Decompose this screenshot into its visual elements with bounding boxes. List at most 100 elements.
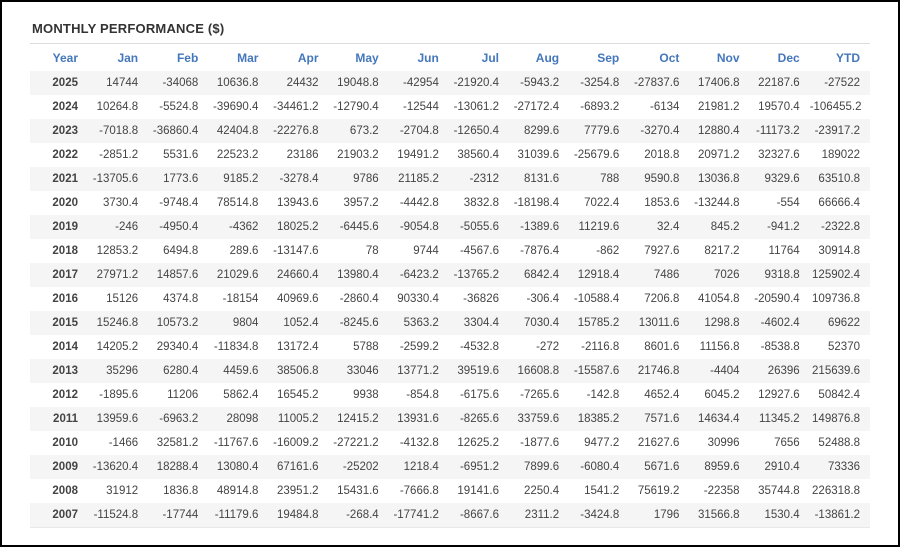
value-cell-jun: -9054.8 [399,221,439,233]
value-cell-oct: -3270.4 [640,125,680,137]
value-cell-jan: -13705.6 [92,173,139,185]
value-cell-oct: 2018.8 [644,149,680,161]
value-cell-jul: -4567.6 [459,245,499,257]
table-row-2016: 2016 15126 4374.8 -18154 40969.6 -2860.4 90330… [30,287,870,311]
value-cell-oct: 21746.8 [637,365,680,377]
value-cell-may: -27221.2 [333,437,379,449]
column-header-oct[interactable]: Oct [659,51,680,65]
table-row-2011: 2011 13959.6 -6963.2 28098 11005.2 12415.2 139… [30,407,870,431]
value-cell-may: 3957.2 [343,197,379,209]
column-header-apr[interactable]: Apr [297,51,319,65]
value-cell-feb: 1836.8 [163,485,199,497]
value-cell-nov: 7026 [713,269,740,281]
year-cell: 2024 [52,101,78,113]
value-cell-apr: 19484.8 [276,508,319,521]
value-cell-feb: 32581.2 [156,437,199,449]
table-row-2023: 2023 -7018.8 -36860.4 42404.8 -22276.8 673.2 -… [30,119,870,143]
year-cell: 2013 [52,365,78,377]
table-row-2018: 2018 12853.2 6494.8 289.6 -13147.6 78 9744 -456… [30,239,870,263]
value-cell-ytd: -2322.8 [820,221,860,233]
table-row-2020: 2020 3730.4 -9748.4 78514.8 13943.6 3957.2 -44… [30,191,870,215]
value-cell-oct: 9590.8 [644,173,680,185]
value-cell-aug: 7899.6 [523,461,560,473]
value-cell-jan: 15126 [106,293,139,305]
value-cell-jun: 21185.2 [398,173,439,185]
column-header-jul[interactable]: Jul [481,51,499,65]
value-cell-aug: -7265.6 [520,389,560,401]
value-cell-dec: 26396 [767,365,800,377]
value-cell-jun: 90330.4 [397,293,439,305]
column-header-jun[interactable]: Jun [417,51,439,65]
value-cell-aug: 7030.4 [523,317,560,329]
value-cell-apr: 11005.2 [277,413,319,425]
value-cell-apr: 23186 [286,149,319,161]
table-header-row: Year Jan Feb Mar Apr May Jun Jul Aug Sep Oct Nov Dec… [30,45,870,71]
value-cell-dec: 1530.4 [764,508,800,521]
value-cell-oct: 7927.6 [644,245,680,257]
value-cell-ytd: 66666.4 [818,197,860,209]
value-cell-jul: -12650.4 [453,125,499,137]
value-cell-mar: 42404.8 [216,125,259,137]
value-cell-nov: -13244.8 [694,197,740,209]
value-cell-oct: 1853.6 [644,197,680,209]
value-cell-feb: 4374.8 [163,293,199,305]
column-header-mar[interactable]: Mar [237,51,259,65]
column-header-ytd[interactable]: YTD [836,51,860,65]
column-header-year[interactable]: Year [52,51,78,65]
value-cell-jun: -7666.8 [399,485,439,497]
value-cell-nov: 20971.2 [697,149,740,161]
value-cell-mar: -11179.6 [214,508,259,521]
value-cell-feb: 29340.4 [156,341,199,353]
column-header-feb[interactable]: Feb [176,51,199,65]
column-header-dec[interactable]: Dec [777,51,800,65]
value-cell-sep: -6080.4 [580,461,620,473]
value-cell-nov: 1298.8 [704,317,740,329]
value-cell-oct: 5671.6 [644,461,680,473]
column-header-aug[interactable]: Aug [535,51,560,65]
table-row-2024: 2024 10264.8 -5524.8 -39690.4 -34461.2 -12790… [30,95,870,119]
value-cell-aug: -1389.6 [520,221,560,233]
value-cell-apr: 24660.4 [276,269,319,281]
year-cell: 2011 [53,413,78,425]
value-cell-jul: 39519.6 [457,365,499,377]
value-cell-jul: -8667.6 [459,508,499,521]
value-cell-nov: 845.2 [710,221,740,233]
value-cell-aug: 2250.4 [523,485,560,497]
table-row-2022: 2022 -2851.2 5531.6 22523.2 23186 21903.2 1949… [30,143,870,167]
value-cell-ytd: -106455.2 [809,101,862,113]
value-cell-oct: 4652.4 [644,389,680,401]
value-cell-sep: -25679.6 [573,149,620,161]
value-cell-may: -6445.6 [339,221,379,233]
value-cell-jul: 12625.2 [457,437,499,449]
column-header-jan[interactable]: Jan [117,51,139,65]
column-header-may[interactable]: May [355,51,379,65]
value-cell-ytd: 30914.8 [818,245,860,257]
value-cell-jan: -2851.2 [99,149,139,161]
year-cell: 2020 [52,197,78,209]
value-cell-sep: -142.8 [586,389,620,401]
year-cell: 2017 [52,269,78,281]
value-cell-jan: -1466 [108,437,139,449]
title-divider [30,43,870,44]
value-cell-nov: 13036.8 [697,173,740,185]
year-cell: 2016 [52,293,78,305]
column-header-sep[interactable]: Sep [597,51,620,65]
value-cell-feb: 14857.6 [156,269,199,281]
value-cell-oct: 75619.2 [637,485,680,497]
value-cell-dec: -4602.4 [760,317,800,329]
value-cell-ytd: 149876.8 [812,413,860,425]
value-cell-sep: 788 [600,173,620,185]
value-cell-nov: 8217.2 [704,245,740,257]
column-header-nov[interactable]: Nov [716,51,740,65]
value-cell-jun: 1218.4 [403,461,439,473]
value-cell-oct: 32.4 [657,221,680,233]
value-cell-oct: 13011.6 [638,317,680,329]
year-cell: 2023 [52,125,78,137]
value-cell-ytd: 109736.8 [812,293,860,305]
value-cell-mar: -4362 [229,221,259,233]
value-cell-feb: -9748.4 [159,197,199,209]
value-cell-mar: 13080.4 [216,461,259,473]
value-cell-dec: 32327.6 [758,149,800,161]
value-cell-may: 78 [365,245,379,257]
